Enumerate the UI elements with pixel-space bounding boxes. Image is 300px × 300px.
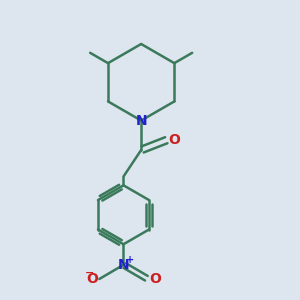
Text: O: O [168, 133, 180, 147]
Text: +: + [126, 254, 134, 265]
Text: O: O [86, 272, 98, 286]
Text: O: O [149, 272, 161, 286]
Text: N: N [118, 258, 129, 272]
Text: N: N [135, 114, 147, 128]
Text: −: − [84, 268, 94, 278]
